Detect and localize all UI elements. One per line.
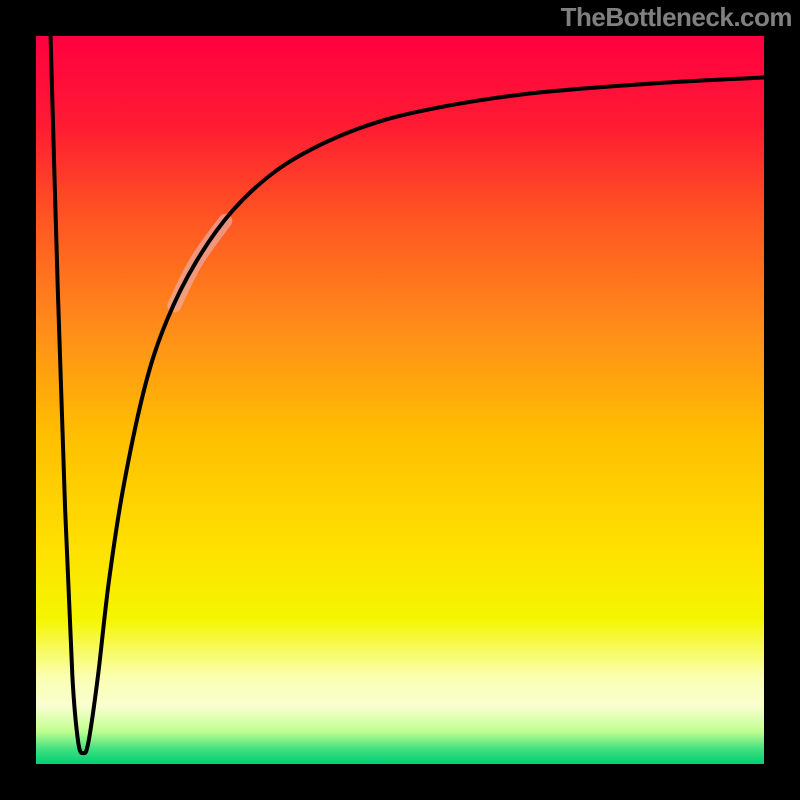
watermark-text: TheBottleneck.com: [561, 2, 792, 33]
chart-plot-area: [36, 36, 764, 764]
